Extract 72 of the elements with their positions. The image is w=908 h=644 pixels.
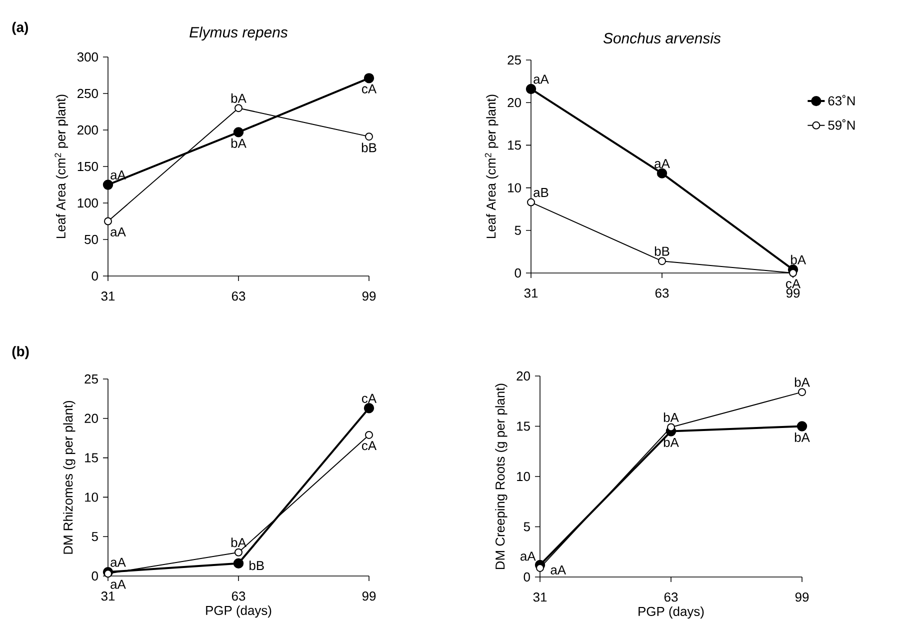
y-tick-label: 5 (92, 532, 98, 542)
text: (b) (12, 346, 29, 360)
annotation: bA (794, 432, 810, 442)
y-tick-label: 15 (508, 140, 521, 150)
annotation: aA (654, 159, 670, 168)
x-tick-label: 99 (362, 592, 376, 601)
y-tick-label: 10 (508, 183, 521, 192)
y-tick-label: 5 (514, 226, 521, 235)
annotation: cA (362, 394, 377, 403)
y-tick-label: 150 (78, 162, 98, 172)
annotation: aA (520, 552, 536, 561)
x-tick-label: 31 (533, 592, 547, 602)
annotation: cA (786, 279, 801, 288)
y-tick-label: 25 (508, 55, 521, 65)
y-axis-title: DM Rhizomes (g per plant) (63, 400, 76, 554)
y-tick-label: 15 (517, 422, 530, 431)
y-tick-label: 10 (85, 492, 98, 502)
y-tick-label: 20 (516, 371, 530, 381)
annotation: bA (794, 377, 810, 387)
annotation: bA (231, 93, 246, 103)
annotation: aA (550, 565, 566, 574)
y-tick-label: 100 (78, 198, 98, 208)
y-tick-label: 0 (524, 572, 530, 582)
annotation: aA (110, 580, 126, 589)
x-tick-label: 63 (232, 592, 246, 601)
annotation: aA (110, 227, 126, 236)
y-tick-label: 0 (514, 268, 521, 278)
y-tick-label: 20 (84, 414, 98, 423)
x-axis-title: PGP (days) (638, 606, 704, 619)
annotation: aA (534, 74, 549, 84)
x-tick-label: 63 (655, 288, 669, 298)
y-tick-label: 10 (517, 472, 530, 482)
y-tick-label: 15 (85, 453, 98, 462)
annotation: bA (231, 538, 246, 548)
y-axis-title: Leaf Area (cm$^{2}$ per plant) (484, 94, 498, 238)
annotation: bA (231, 138, 246, 148)
y-axis-title: DM Creeping Roots (g per plant) (495, 384, 508, 570)
x-tick-label: 31 (101, 592, 115, 601)
annotation: bB (654, 246, 670, 256)
chart-title: Sonchus arvensis (603, 32, 721, 44)
legend-label: 63˚N (828, 94, 855, 106)
legend-label: 59˚N (828, 119, 855, 130)
annotation: bB (250, 560, 264, 570)
annotation: bA (791, 254, 806, 264)
annotation: aB (534, 188, 548, 198)
annotation: cA (362, 441, 377, 450)
y-tick-label: 5 (524, 522, 530, 532)
y-tick-label: 0 (92, 571, 98, 581)
x-tick-label: 63 (232, 292, 246, 301)
chart-title: Elymus repens (190, 26, 288, 40)
x-tick-label: 31 (524, 288, 538, 298)
annotation: bB (362, 142, 376, 152)
y-tick-label: 50 (84, 234, 98, 244)
x-tick-label: 99 (362, 292, 376, 301)
annotation: bA (664, 437, 679, 447)
annotation: aA (110, 558, 126, 567)
y-tick-label: 0 (92, 271, 98, 281)
text: (a) (12, 22, 28, 35)
x-axis-title: PGP (days) (206, 606, 272, 618)
x-tick-label: 99 (795, 592, 809, 602)
y-tick-label: 20 (508, 98, 521, 108)
y-axis-title: Leaf Area (cm$^{2}$ per plant) (54, 94, 68, 238)
y-tick-label: 25 (84, 374, 98, 384)
x-tick-label: 31 (101, 292, 115, 301)
annotation: aA (110, 170, 126, 180)
annotation: bA (664, 412, 679, 422)
y-tick-label: 200 (78, 125, 98, 135)
x-tick-label: 63 (664, 592, 678, 602)
annotation: cA (362, 84, 377, 94)
y-tick-label: 300 (77, 52, 98, 62)
y-tick-label: 250 (78, 88, 98, 98)
x-tick-label: 99 (786, 288, 800, 298)
